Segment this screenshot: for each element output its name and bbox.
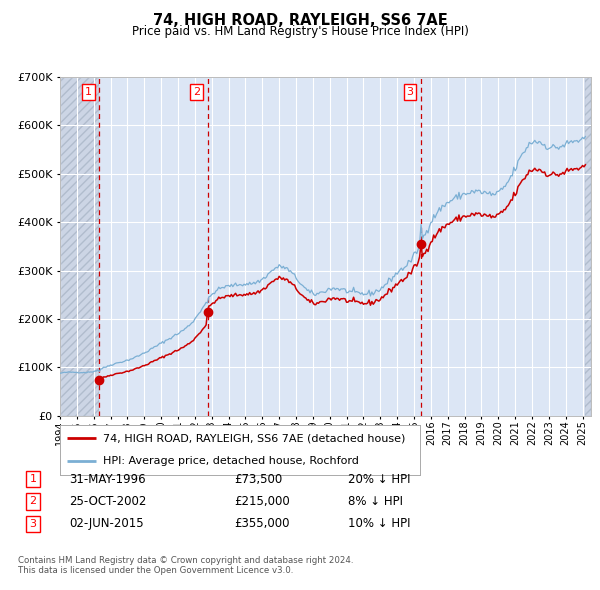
Text: 25-OCT-2002: 25-OCT-2002 [69,495,146,508]
Text: Price paid vs. HM Land Registry's House Price Index (HPI): Price paid vs. HM Land Registry's House … [131,25,469,38]
Bar [60,77,99,416]
Text: 8% ↓ HPI: 8% ↓ HPI [348,495,403,508]
Text: 1: 1 [85,87,92,97]
Text: £73,500: £73,500 [234,473,282,486]
Text: 74, HIGH ROAD, RAYLEIGH, SS6 7AE: 74, HIGH ROAD, RAYLEIGH, SS6 7AE [152,13,448,28]
Text: 02-JUN-2015: 02-JUN-2015 [69,517,143,530]
Text: HPI: Average price, detached house, Rochford: HPI: Average price, detached house, Roch… [103,457,359,467]
Text: 1: 1 [29,474,37,484]
Text: 2: 2 [29,497,37,506]
Bar [586,77,591,416]
Text: 3: 3 [407,87,413,97]
Text: 31-MAY-1996: 31-MAY-1996 [69,473,146,486]
Text: £215,000: £215,000 [234,495,290,508]
Text: 20% ↓ HPI: 20% ↓ HPI [348,473,410,486]
Text: £355,000: £355,000 [234,517,290,530]
Text: 2: 2 [193,87,200,97]
Text: 3: 3 [29,519,37,529]
Text: 74, HIGH ROAD, RAYLEIGH, SS6 7AE (detached house): 74, HIGH ROAD, RAYLEIGH, SS6 7AE (detach… [103,433,406,443]
Text: 10% ↓ HPI: 10% ↓ HPI [348,517,410,530]
Text: Contains HM Land Registry data © Crown copyright and database right 2024.
This d: Contains HM Land Registry data © Crown c… [18,556,353,575]
